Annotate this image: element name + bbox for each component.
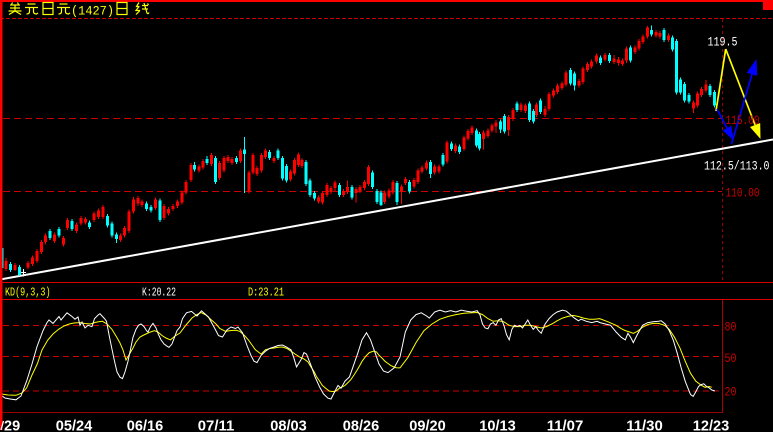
svg-text:KD(9,3,3): KD(9,3,3) (5, 286, 51, 300)
svg-text:29: 29 (4, 419, 20, 432)
svg-text:K:20.22: K:20.22 (142, 286, 176, 300)
svg-text:D:23.21: D:23.21 (248, 286, 284, 300)
svg-text:08/26: 08/26 (343, 419, 380, 432)
svg-text:11/07: 11/07 (547, 419, 584, 432)
svg-text:09/20: 09/20 (409, 419, 446, 432)
svg-text:50: 50 (725, 352, 737, 366)
svg-text:07/11: 07/11 (198, 419, 235, 432)
svg-text:80: 80 (725, 321, 737, 335)
svg-text:12/23: 12/23 (693, 419, 730, 432)
svg-text:10/13: 10/13 (479, 419, 516, 432)
svg-text:05/24: 05/24 (56, 419, 93, 432)
svg-text:115.00: 115.00 (726, 114, 760, 128)
svg-text:20: 20 (725, 386, 737, 400)
svg-text:119.5: 119.5 (708, 36, 738, 50)
svg-text:112.5/113.0: 112.5/113.0 (704, 160, 770, 174)
svg-text:06/16: 06/16 (127, 419, 164, 432)
svg-text:11/30: 11/30 (626, 419, 663, 432)
svg-text:08/03: 08/03 (270, 419, 307, 432)
svg-text:110.00: 110.00 (726, 187, 760, 201)
svg-text:(1427): (1427) (71, 4, 114, 19)
